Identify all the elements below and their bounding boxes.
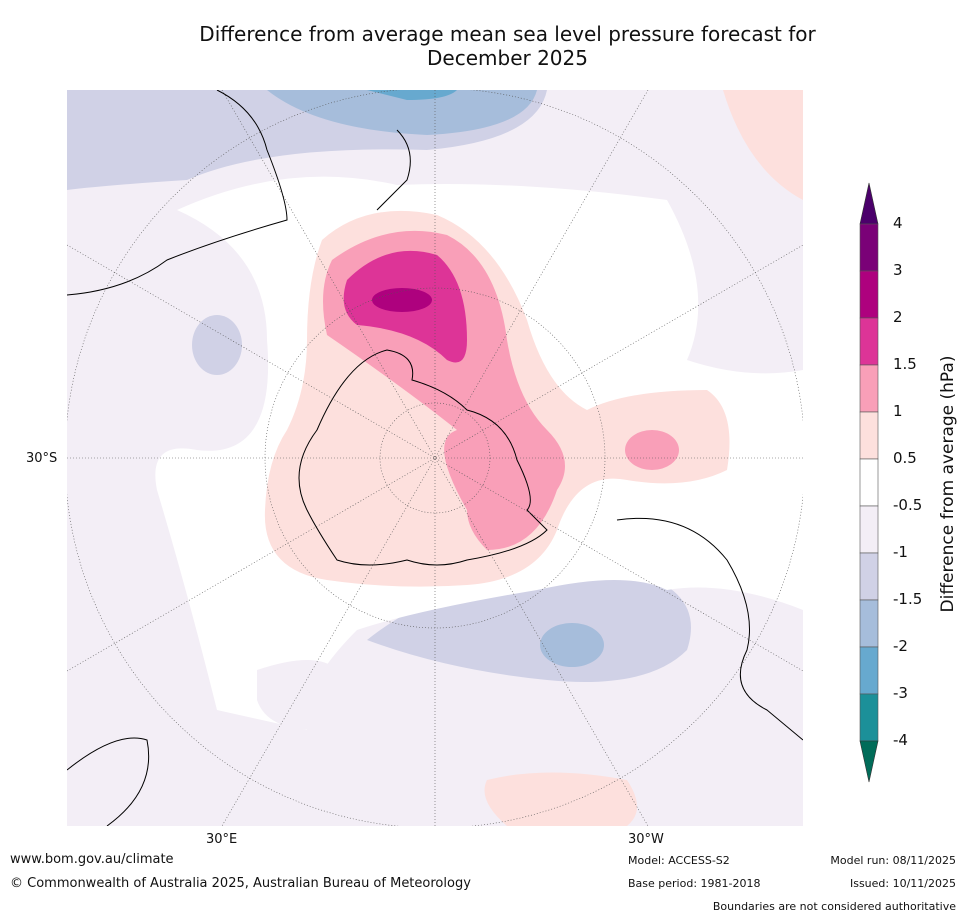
- colorbar-segment: [859, 223, 879, 272]
- colorbar-segment: [859, 317, 879, 366]
- colorbar-tick-label: 4: [893, 214, 903, 232]
- model-label: Model: ACCESS-S2: [628, 854, 730, 867]
- model-run-label: Model run: 08/11/2025: [830, 854, 956, 867]
- anomaly-region-weak-positive: [723, 90, 803, 200]
- colorbar-over-arrow: [859, 182, 879, 225]
- anomaly-region-moderate-positive: [625, 430, 679, 470]
- colorbar-segment: [859, 505, 879, 554]
- south-america-coastline: [616, 517, 803, 741]
- africa-coastline: [67, 737, 150, 826]
- colorbar-tick-label: 0.5: [893, 449, 917, 467]
- longitude-label-west: 30°W: [628, 832, 664, 847]
- longitude-label-east: 30°E: [206, 832, 238, 847]
- australia-coastline: [67, 90, 288, 296]
- colorbar-tick-label: -1.5: [893, 590, 923, 608]
- anomaly-region-moderate-negative: [540, 623, 604, 667]
- colorbar: [859, 182, 879, 783]
- colorbar-segment: [859, 646, 879, 695]
- anomaly-region-very-strong-positive: [372, 288, 432, 312]
- colorbar-segment: [859, 458, 879, 507]
- chart-title: Difference from average mean sea level p…: [199, 22, 816, 46]
- anomaly-region-weak-positive: [484, 772, 637, 826]
- colorbar-tick-label: -3: [893, 684, 908, 702]
- colorbar-tick-label: -2: [893, 637, 908, 655]
- base-period-label: Base period: 1981-2018: [628, 877, 761, 890]
- polar-map: [67, 90, 803, 826]
- source-url[interactable]: www.bom.gov.au/climate: [10, 852, 174, 867]
- colorbar-title: Difference from average (hPa): [938, 355, 958, 613]
- graticule: [67, 90, 803, 826]
- antarctica-coastline: [298, 349, 548, 566]
- colorbar-tick-label: 1: [893, 402, 903, 420]
- colorbar-tick-label: -1: [893, 543, 908, 561]
- colorbar-segment: [859, 552, 879, 601]
- colorbar-segment: [859, 599, 879, 648]
- copyright: © Commonwealth of Australia 2025, Austra…: [10, 876, 471, 891]
- anomaly-region-weak-negative: [192, 315, 242, 375]
- colorbar-under-arrow: [859, 740, 879, 783]
- colorbar-tick-label: 2: [893, 308, 903, 326]
- disclaimer: Boundaries are not considered authoritat…: [712, 900, 956, 913]
- anomaly-region-moderate-negative: [267, 90, 537, 135]
- colorbar-tick-label: 3: [893, 261, 903, 279]
- latitude-label: 30°S: [26, 451, 58, 466]
- anomaly-region-weak-negative: [257, 660, 340, 730]
- colorbar-tick-label: -4: [893, 731, 908, 749]
- anomaly-region-strong-negative: [367, 90, 457, 100]
- issued-label: Issued: 10/11/2025: [849, 877, 956, 890]
- chart-subtitle: December 2025: [427, 46, 588, 70]
- colorbar-segment: [859, 693, 879, 742]
- colorbar-tick-label: -0.5: [893, 496, 923, 514]
- colorbar-segment: [859, 364, 879, 413]
- colorbar-tick-label: 1.5: [893, 355, 917, 373]
- colorbar-segment: [859, 270, 879, 319]
- new-zealand-coastline: [376, 129, 411, 211]
- colorbar-segment: [859, 411, 879, 460]
